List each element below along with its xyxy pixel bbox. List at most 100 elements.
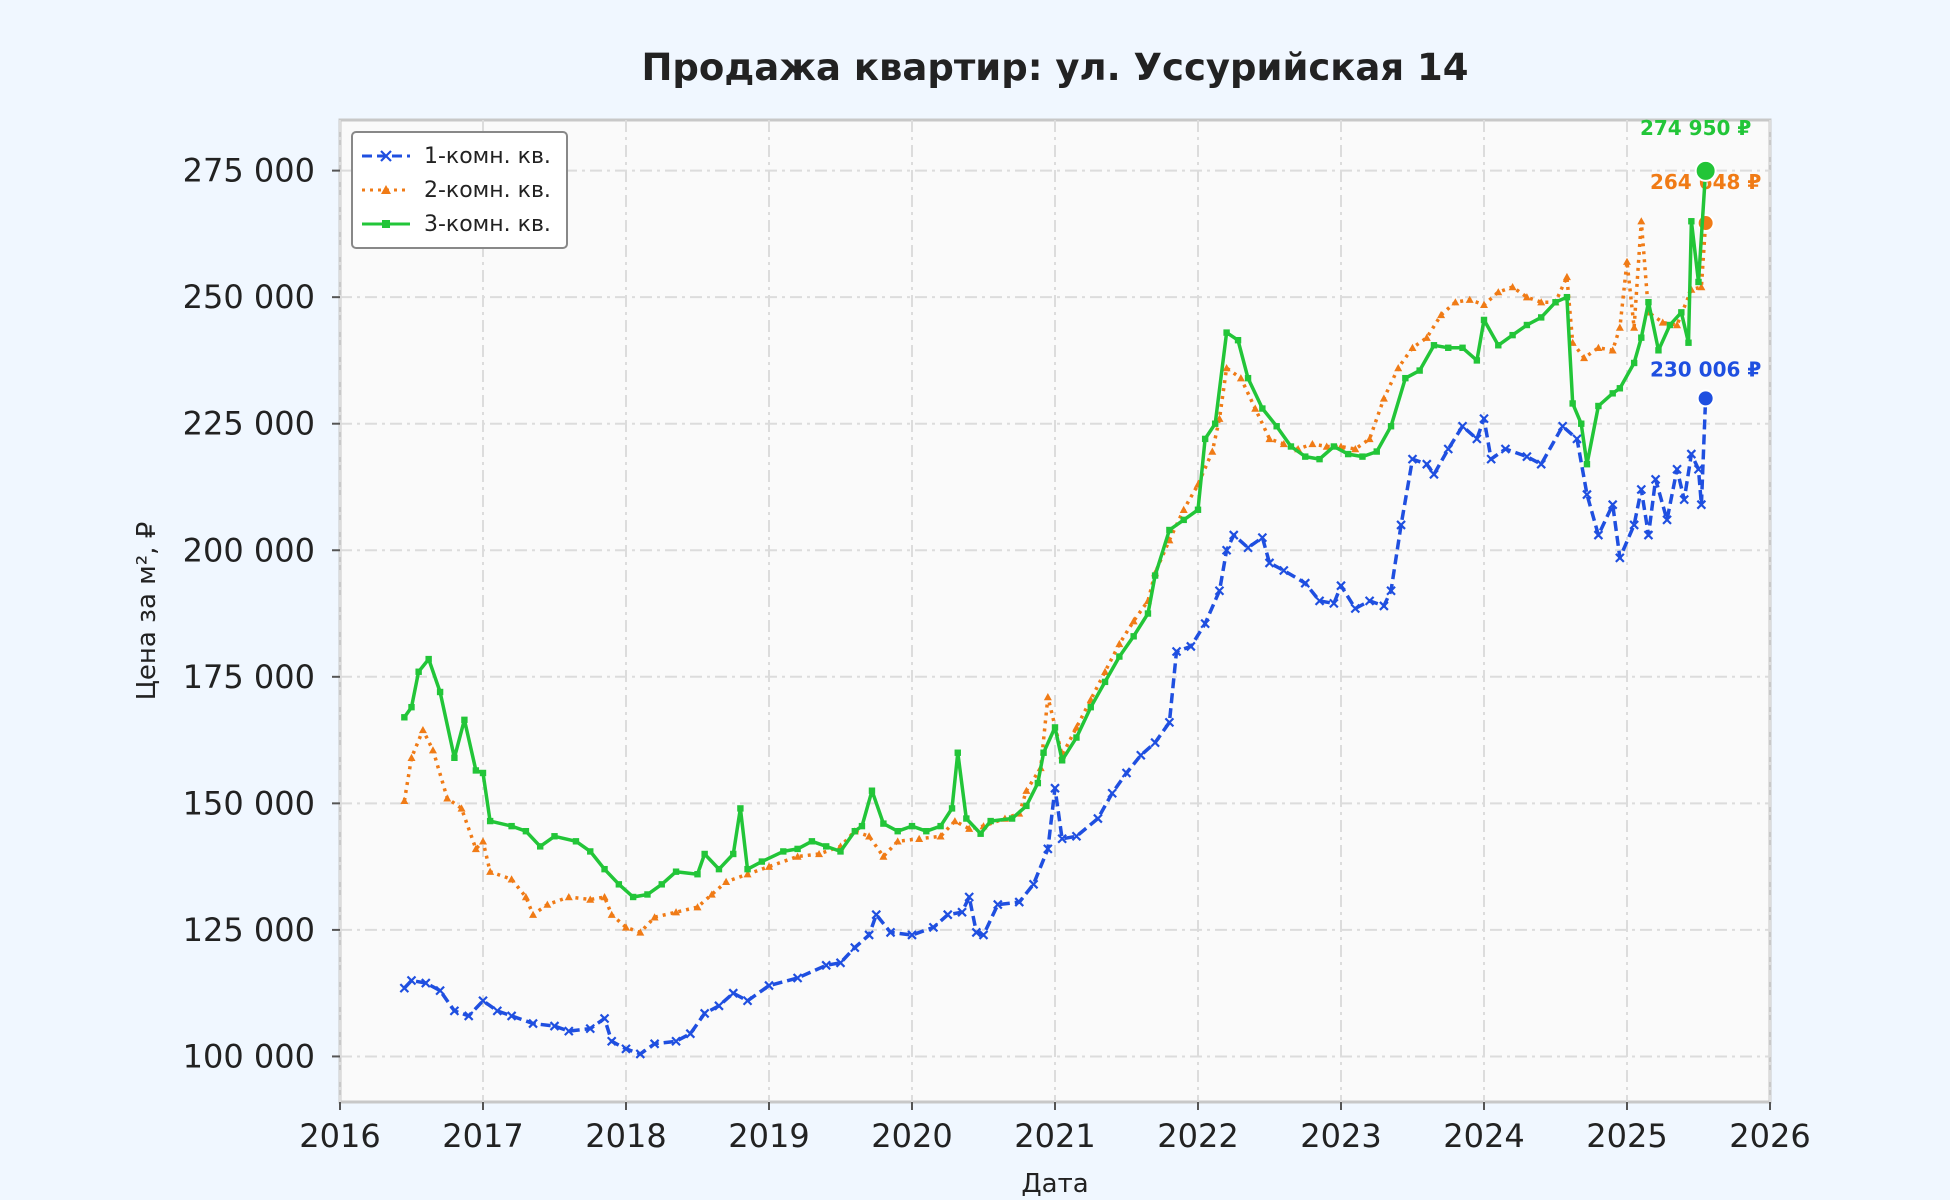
data-point <box>1150 737 1160 748</box>
data-point <box>1222 364 1231 372</box>
data-point <box>415 668 422 675</box>
data-point <box>792 973 803 983</box>
data-point <box>864 930 874 940</box>
data-point <box>408 703 415 711</box>
data-point <box>521 892 530 901</box>
data-point <box>1408 343 1417 351</box>
data-point <box>1578 420 1585 427</box>
data-point <box>948 805 956 812</box>
data-point <box>1251 404 1260 412</box>
last-value-label: 274 950 ₽ <box>1640 116 1751 140</box>
data-point <box>1379 601 1389 611</box>
data-point <box>694 871 701 878</box>
legend-label: 1-комн. кв. <box>424 144 551 169</box>
data-point <box>1236 374 1245 382</box>
data-point <box>492 1006 503 1016</box>
data-point <box>564 892 573 901</box>
data-point <box>1344 450 1352 458</box>
data-point <box>1538 314 1545 321</box>
data-point <box>1693 464 1704 475</box>
data-point <box>744 865 751 873</box>
data-point <box>1457 421 1468 432</box>
data-point <box>1136 750 1146 761</box>
data-point <box>1688 218 1695 225</box>
x-tick-label: 2025 <box>1586 1117 1667 1155</box>
series-line <box>403 398 1708 1056</box>
legend-item: 2-комн. кв. <box>362 178 551 203</box>
data-point <box>1022 786 1031 794</box>
data-point <box>1116 653 1123 660</box>
data-point <box>1522 451 1532 462</box>
data-point <box>977 830 984 837</box>
x-tick-label: 2022 <box>1157 1117 1238 1155</box>
data-point <box>1662 515 1672 525</box>
data-point <box>1329 598 1339 609</box>
data-point <box>1509 331 1516 339</box>
data-point <box>1234 336 1242 344</box>
data-point <box>823 843 830 850</box>
data-point <box>479 837 487 845</box>
data-point <box>1200 618 1210 629</box>
x-tick-label: 2024 <box>1443 1117 1524 1155</box>
data-point <box>1115 639 1124 648</box>
data-point <box>672 908 681 916</box>
data-point <box>1655 347 1662 354</box>
data-point <box>871 909 882 920</box>
y-axis-label: Цена за м², ₽ <box>132 522 162 701</box>
data-point <box>907 930 917 940</box>
data-point <box>1043 844 1053 854</box>
data-point <box>987 817 994 825</box>
data-point <box>418 725 427 734</box>
data-point <box>1615 323 1624 331</box>
legend-marker <box>380 150 392 162</box>
data-point <box>1279 565 1289 576</box>
legend: 1-комн. кв. 2-комн. кв. 3-комн. кв. <box>351 131 568 249</box>
data-point <box>1314 596 1325 606</box>
x-tick-label: 2018 <box>585 1117 666 1155</box>
data-point <box>1672 464 1682 475</box>
data-point <box>685 1028 696 1039</box>
x-tick-label: 2019 <box>728 1117 809 1155</box>
data-point <box>622 923 630 931</box>
data-point <box>1479 413 1489 424</box>
data-point <box>508 822 515 830</box>
data-point <box>671 1036 681 1047</box>
data-point <box>1593 530 1604 540</box>
data-point <box>1287 443 1295 450</box>
data-point <box>821 960 831 971</box>
data-point <box>1300 578 1311 588</box>
x-tick-label: 2023 <box>1300 1117 1381 1155</box>
grid-lines <box>339 120 1771 1102</box>
data-point <box>650 913 659 921</box>
data-point <box>1023 802 1030 810</box>
data-point <box>1058 757 1066 764</box>
data-point <box>942 909 953 920</box>
y-tick-label: 100 000 <box>183 1037 315 1075</box>
data-point <box>1407 454 1418 464</box>
data-point <box>714 1001 724 1011</box>
data-point <box>1144 610 1152 617</box>
axes: 2016 2017 2018 2019 2020 2021 2022 2023 2024 2025… <box>183 152 1811 1155</box>
data-point <box>1008 815 1016 822</box>
data-point <box>1563 293 1571 301</box>
data-point <box>1223 329 1230 336</box>
data-point <box>543 900 552 908</box>
data-point <box>636 928 645 936</box>
data-point <box>1637 217 1646 225</box>
data-point <box>722 877 731 886</box>
data-point <box>794 845 801 853</box>
data-point <box>1552 299 1559 306</box>
data-point <box>965 824 974 832</box>
data-point <box>885 927 896 938</box>
data-point <box>478 995 488 1006</box>
data-point <box>1630 323 1639 331</box>
data-point <box>701 850 708 858</box>
series-line <box>402 219 1708 935</box>
data-point <box>950 817 959 825</box>
data-point <box>1695 278 1702 286</box>
data-point <box>730 850 737 858</box>
data-point <box>936 832 945 840</box>
data-point <box>1214 585 1225 596</box>
data-point <box>1685 339 1692 346</box>
